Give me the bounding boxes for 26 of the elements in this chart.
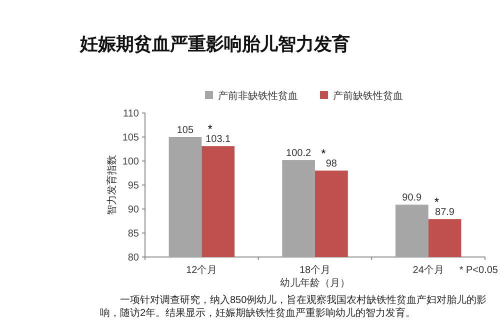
x-tick-label: 24个月 — [412, 264, 444, 276]
text: 一项针对调查研究，纳入850例幼儿，旨在观察我国农村缺铁性贫血产妇对胎儿的影响，随访2年。结果显示，妊娠期缺铁性贫血严重影响幼儿的智力发育。 — [100, 294, 488, 320]
y-tick-label: 105 — [122, 132, 140, 144]
data-label: 100.2 — [286, 148, 312, 160]
annotation: * — [208, 122, 213, 136]
y-tick-label: 110 — [123, 108, 140, 120]
y-tick-label: 80 — [128, 252, 140, 264]
y-tick-label: 85 — [128, 228, 140, 240]
data-label: 103.1 — [206, 134, 232, 146]
data-label: 98 — [326, 158, 338, 170]
annotation: * — [321, 146, 326, 161]
annotation: * — [434, 195, 440, 210]
x-axis-title: 幼儿年龄（月） — [280, 277, 350, 289]
y-tick-label: 90 — [128, 204, 140, 216]
text: * P<0.05 — [459, 265, 498, 276]
legend-label: 产前非缺铁性贫血 — [218, 90, 298, 102]
x-tick-label: 18个月 — [299, 264, 331, 276]
y-axis-title: 智力发育指数 — [106, 155, 118, 215]
x-tick-label: 12个月 — [186, 264, 218, 276]
data-label: 90.9 — [402, 192, 422, 204]
y-tick-label: 95 — [128, 180, 140, 192]
legend-label: 产前缺铁性贫血 — [333, 90, 403, 102]
data-label: 105 — [176, 125, 194, 136]
y-tick-label: 100 — [122, 156, 140, 168]
data-label: 87.9 — [435, 207, 455, 218]
chart-title: 妊娠期贫血严重影响胎儿智力发育 — [79, 33, 350, 54]
